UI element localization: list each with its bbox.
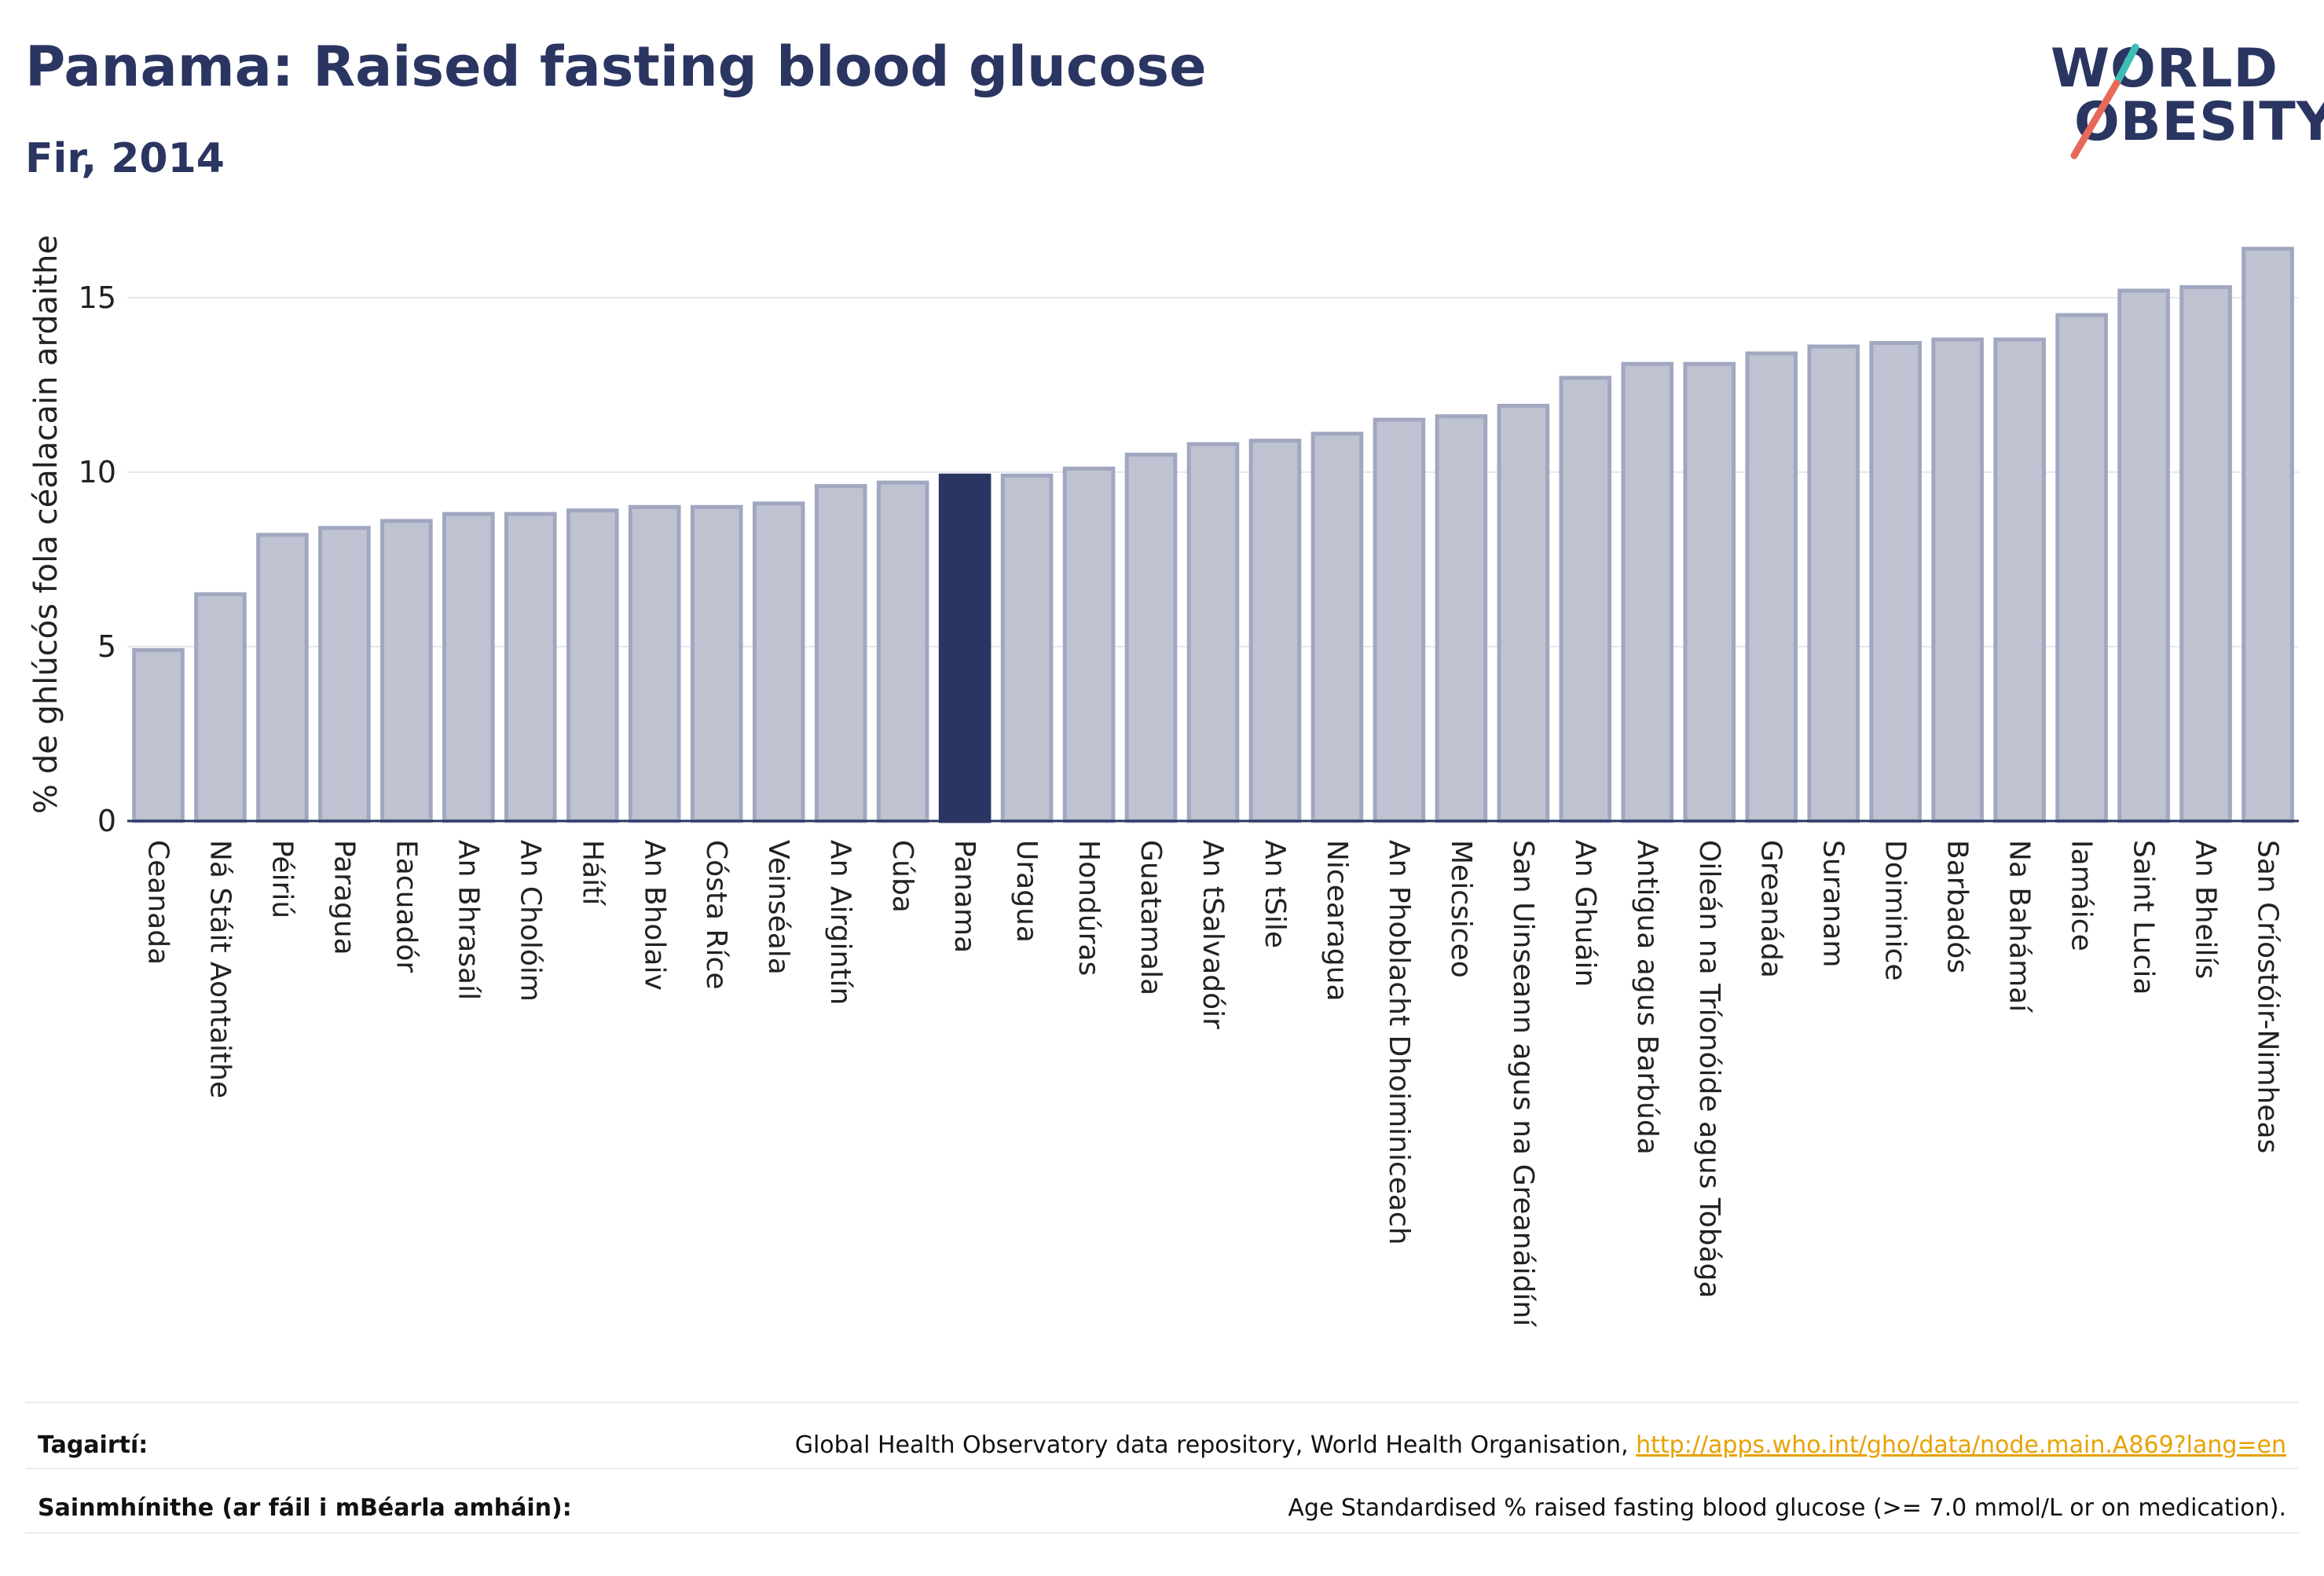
x-tick-label: Na Bahámaí [2003, 840, 2036, 1013]
x-tick-label: Paragua [328, 840, 360, 955]
bar [132, 647, 185, 823]
x-tick-label: An Cholóim [514, 840, 546, 1002]
x-tick-label: Péiriú [266, 840, 298, 918]
bar [504, 511, 557, 823]
bar [194, 592, 247, 823]
x-tick-label: Veinséala [762, 840, 794, 975]
bar [2242, 247, 2294, 823]
x-tick-label: Ná Stáit Aontaithe [203, 840, 236, 1098]
x-tick-label: Greanáda [1755, 840, 1787, 978]
bar [814, 484, 867, 823]
bar [1310, 431, 1364, 823]
y-tick-label: 15 [79, 280, 116, 315]
bar [628, 504, 681, 823]
bar [2117, 288, 2170, 823]
y-axis-label: % de ghlúcós fola céalacain ardaithe [28, 235, 64, 814]
bar [690, 504, 743, 823]
y-tick-label: 10 [79, 455, 116, 489]
bar [1745, 351, 1798, 823]
definitions-label: Sainmhínithe (ar fáil i mBéarla amháin): [38, 1494, 572, 1522]
chart-title: Panama: Raised fasting blood glucose [25, 35, 1207, 99]
references-text: Global Health Observatory data repositor… [794, 1431, 1637, 1459]
bar [1621, 361, 1674, 823]
x-tick-label: Nicearagua [1321, 840, 1353, 1002]
bar [1807, 344, 1860, 823]
bar [1683, 361, 1736, 823]
x-tick-label: Háítí [576, 840, 608, 906]
x-tick-label: An Phoblacht Dhoiminiceach [1383, 840, 1415, 1245]
x-tick-label: Hondúras [1072, 840, 1105, 976]
x-tick-label: Oileán na Tríonóide agus Tobága [1693, 840, 1725, 1299]
bar [380, 519, 433, 823]
bar [1931, 337, 1984, 823]
bar [1435, 414, 1488, 823]
x-tick-label: Uragua [1010, 840, 1043, 943]
bar [1497, 404, 1550, 823]
bar [2179, 285, 2232, 823]
x-tick-label: Antigua agus Barbúda [1631, 840, 1663, 1155]
x-tick-label: Cósta Ríce [700, 840, 732, 990]
x-tick-label: An Bheilís [2190, 840, 2222, 979]
logo-slash-icon [2070, 43, 2139, 159]
x-tick-label: Cúba [886, 840, 918, 913]
bar-chart: 0 5 10 15 % de ghlúcós fola céalacain ardait… [28, 235, 2299, 1327]
logo-line-2: OBESITY [2074, 91, 2324, 153]
x-tick-label: Suranam [1817, 840, 1849, 967]
x-tick-label: Doiminice [1879, 840, 1912, 981]
references-row: Tagairtí: Global Health Observatory data… [25, 1414, 2299, 1477]
x-tick-label: San Uinseann agus na Greanáidíní [1507, 840, 1539, 1327]
x-tick-label: Panama [948, 840, 981, 953]
bar [1000, 473, 1054, 823]
bar [1373, 417, 1426, 823]
references-value: Global Health Observatory data repositor… [795, 1431, 2286, 1459]
bar [1869, 341, 1922, 823]
x-tick-label: Saint Lucia [2128, 840, 2160, 995]
bar [566, 508, 619, 823]
bar [1124, 453, 1178, 823]
references-link[interactable]: http://apps.who.int/gho/data/node.main.A… [1636, 1431, 2286, 1459]
bar [1993, 337, 2046, 823]
bar [442, 511, 495, 823]
x-tick-label: An Bhrasaíl [452, 840, 484, 1000]
x-tick-label: An Bholaiv [638, 840, 670, 991]
bar [1062, 466, 1116, 823]
footer-divider-middle [25, 1468, 2299, 1469]
chart-subtitle: Fir, 2014 [25, 135, 225, 182]
footer-divider-top [25, 1402, 2299, 1403]
definitions-value: Age Standardised % raised fasting blood … [1288, 1494, 2286, 1522]
y-tick-label: 0 [97, 804, 116, 838]
x-tick-label: An Airgintín [824, 840, 856, 1005]
bar-highlight [938, 473, 992, 823]
bar [1248, 438, 1302, 823]
footer-divider-bottom [25, 1532, 2299, 1534]
x-tick-label: Ceanada [141, 840, 174, 965]
x-tick-label: Iamáice [2066, 840, 2098, 951]
x-tick-label: An tSile [1259, 840, 1291, 948]
x-tick-label: Meicsiceo [1445, 840, 1477, 978]
definitions-row: Sainmhínithe (ar fáil i mBéarla amháin):… [25, 1477, 2299, 1540]
x-tick-label: Eacuadór [390, 840, 422, 973]
bar [1559, 376, 1612, 823]
bar [318, 526, 371, 823]
references-label: Tagairtí: [38, 1431, 148, 1459]
bar [1186, 442, 1240, 823]
x-tick-label: Guatamala [1135, 840, 1167, 995]
bar [752, 501, 805, 823]
y-tick-label: 5 [97, 629, 116, 664]
bar [2055, 313, 2108, 823]
x-tick-label: An tSalvadóir [1197, 840, 1229, 1029]
x-tick-label: Barbadós [1941, 840, 1974, 973]
world-obesity-logo[interactable]: WORLD OBESITY [2051, 31, 2324, 173]
x-tick-label: San Críostóir-Nimheas [2252, 840, 2284, 1153]
x-tick-label: An Ghuáin [1569, 840, 1601, 987]
bar [256, 533, 309, 823]
logo-line-1: WORLD [2051, 38, 2278, 100]
bar [876, 480, 929, 823]
